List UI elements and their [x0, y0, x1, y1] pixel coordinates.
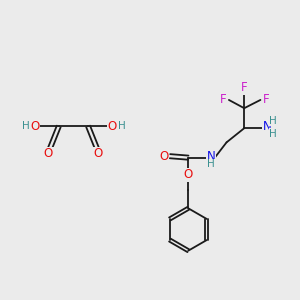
Text: H: H: [118, 121, 125, 131]
Text: O: O: [44, 147, 53, 160]
Text: H: H: [269, 116, 277, 126]
Text: N: N: [207, 150, 215, 163]
Text: O: O: [160, 150, 169, 163]
Text: H: H: [207, 159, 215, 169]
Text: F: F: [241, 81, 247, 94]
Text: N: N: [262, 120, 271, 133]
Text: F: F: [220, 93, 227, 106]
Text: H: H: [22, 121, 29, 131]
Text: O: O: [94, 147, 103, 160]
Text: O: O: [107, 120, 116, 133]
Text: O: O: [184, 168, 193, 181]
Text: F: F: [262, 93, 269, 106]
Text: H: H: [269, 128, 277, 139]
Text: O: O: [31, 120, 40, 133]
